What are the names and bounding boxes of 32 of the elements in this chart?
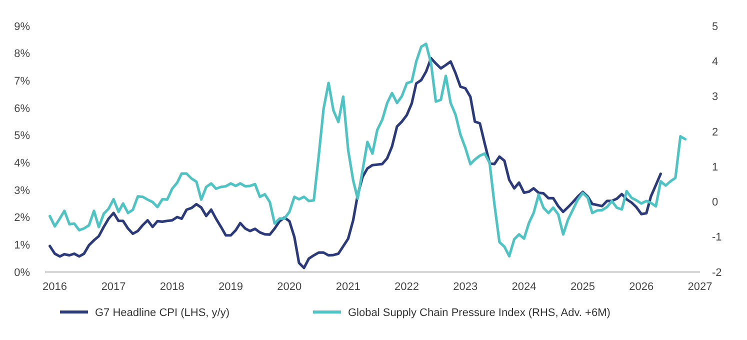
- x-tick-label: 2016: [42, 281, 68, 293]
- x-tick-label: 2026: [629, 281, 654, 293]
- y-tick-label: 1%: [14, 240, 30, 252]
- x-tick-label: 2022: [394, 281, 420, 293]
- y2-tick-label: 4: [712, 56, 718, 68]
- y2-tick-label: 3: [712, 91, 718, 104]
- y-tick-label: 8%: [14, 48, 30, 60]
- y-tick-label: 0%: [14, 266, 30, 279]
- x-tick-label: 2017: [101, 281, 126, 293]
- x-tick-label: 2018: [160, 281, 184, 293]
- legend-label: Global Supply Chain Pressure Index (RHS, Adv. +6M): [348, 306, 610, 319]
- y-tick-label: 4%: [14, 158, 30, 170]
- y-tick-label: 5%: [14, 130, 30, 142]
- y-tick-label: 7%: [14, 76, 30, 88]
- x-tick-label: 2025: [570, 281, 596, 293]
- y-tick-label: 3%: [14, 184, 30, 197]
- y-tick-label: 2%: [14, 212, 30, 224]
- x-tick-label: 2021: [336, 281, 360, 293]
- y-tick-label: 6%: [14, 102, 30, 115]
- x-tick-label: 2019: [218, 281, 244, 293]
- y2-tick-label: -1: [712, 232, 722, 244]
- y-tick-label: 9%: [14, 20, 30, 33]
- legend-label: G7 Headline CPI (LHS, y/y): [95, 306, 230, 319]
- x-tick-label: 2024: [512, 281, 536, 293]
- y2-tick-label: -2: [712, 266, 722, 279]
- x-tick-label: 2027: [688, 281, 712, 293]
- y2-tick-label: 5: [712, 20, 718, 33]
- y2-tick-label: 2: [712, 126, 718, 138]
- y2-tick-label: 1: [712, 161, 718, 174]
- x-tick-label: 2023: [453, 281, 478, 293]
- x-tick-label: 2020: [277, 281, 302, 293]
- y2-tick-label: 0: [712, 196, 718, 209]
